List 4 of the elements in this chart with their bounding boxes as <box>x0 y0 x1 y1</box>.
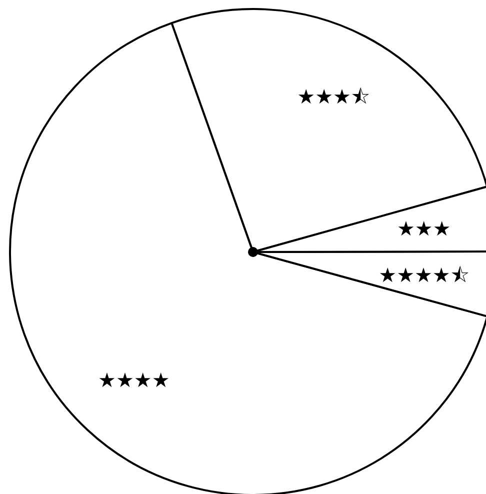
slice-label: ★★★★ <box>98 368 170 392</box>
slice-label: ★★★ <box>397 216 451 240</box>
slice-label: ★★★⯪ <box>297 84 370 109</box>
slice-label: ★★★★⯪ <box>378 262 470 287</box>
